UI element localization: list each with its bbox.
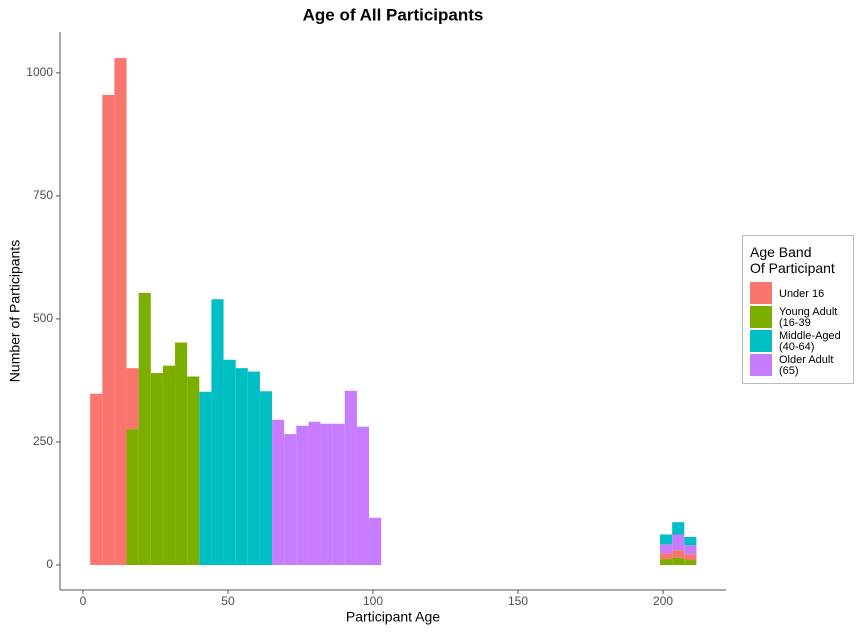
histogram-bar [223, 359, 236, 565]
x-tick-label: 100 [363, 594, 383, 608]
x-tick-label: 200 [653, 594, 673, 608]
histogram-bar [114, 58, 127, 565]
histogram-bar [259, 391, 273, 565]
histogram-bar [211, 299, 224, 565]
histogram-bar [684, 545, 697, 555]
histogram-bar [660, 553, 673, 560]
histogram-bar [660, 544, 673, 554]
histogram-bar [296, 425, 309, 565]
x-axis-label: Participant Age [346, 609, 440, 625]
chart-title: Age of All Participants [303, 5, 484, 24]
histogram-bar [126, 368, 139, 430]
histogram-bar [247, 371, 260, 565]
histogram-bar [138, 292, 151, 565]
histogram-bar [672, 534, 685, 551]
legend-label: Older Adult (65) [779, 354, 834, 377]
legend-key [750, 354, 772, 376]
y-tick-label: 1000 [26, 65, 53, 79]
x-tick-label: 50 [221, 594, 235, 608]
histogram-bar [684, 554, 697, 561]
histogram-bar [672, 522, 685, 535]
histogram-bar [199, 391, 212, 565]
histogram-bar [672, 557, 685, 565]
legend-label: Under 16 [779, 288, 825, 300]
histogram-bar [332, 423, 345, 565]
histogram-bar [187, 376, 200, 565]
histogram-bar [320, 423, 333, 565]
histogram-bar [272, 419, 285, 565]
y-tick-label: 500 [33, 311, 53, 325]
legend-key [750, 330, 772, 352]
legend: Age Band Of Participant Under 16 Young Ad… [742, 235, 854, 384]
histogram-bar [344, 390, 357, 565]
legend-key [750, 306, 772, 328]
histogram-bar [175, 342, 188, 565]
histogram-bar [660, 559, 673, 565]
legend-title: Age Band Of Participant [750, 244, 835, 276]
histogram-bar [672, 550, 685, 558]
y-tick-label: 0 [46, 557, 53, 571]
legend-label: Middle-Aged (40-64) [779, 330, 841, 353]
histogram-bar [684, 560, 697, 565]
histogram-bar [126, 429, 139, 565]
histogram-bar [684, 536, 697, 546]
y-tick-label: 250 [33, 434, 53, 448]
histogram-bar [356, 426, 370, 565]
legend-label: Young Adult (16-39 [779, 306, 838, 329]
histogram-bar [660, 534, 673, 545]
histogram-bar [369, 517, 382, 565]
y-axis-label: Number of Participants [7, 240, 23, 382]
x-tick-label: 0 [80, 594, 87, 608]
histogram-bar [162, 365, 176, 565]
histogram-bar [90, 393, 103, 565]
histogram-bar [235, 368, 248, 565]
histogram-bar [102, 94, 115, 565]
histogram-bar [308, 421, 321, 565]
legend-key [750, 282, 772, 304]
y-tick-label: 750 [33, 188, 53, 202]
histogram-bar [284, 434, 297, 565]
histogram-bar [150, 373, 163, 565]
x-tick-label: 150 [508, 594, 528, 608]
